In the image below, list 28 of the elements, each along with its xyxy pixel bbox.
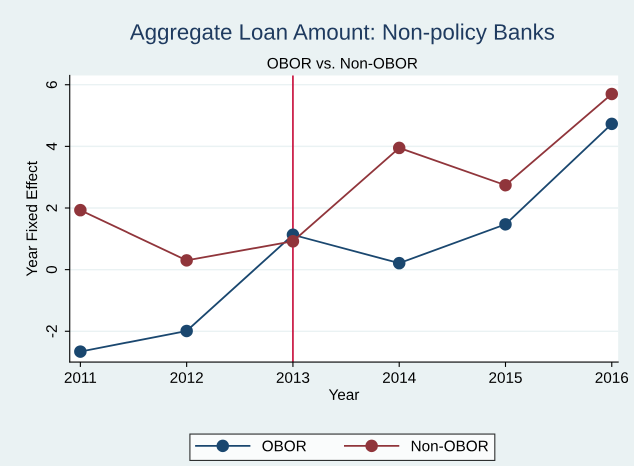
legend-label: Non-OBOR xyxy=(412,440,488,452)
point xyxy=(606,118,618,130)
point xyxy=(180,254,193,267)
y-tick-label: 6 xyxy=(46,81,57,88)
point xyxy=(392,142,406,154)
point xyxy=(606,88,618,100)
x-axis-title: Year xyxy=(328,389,360,400)
x-tick-label: 2014 xyxy=(382,372,416,384)
point xyxy=(499,218,512,231)
x-tick-label: 2012 xyxy=(170,372,203,384)
y-tick-label: 2 xyxy=(46,204,57,212)
x-tick-label: 2015 xyxy=(489,372,522,384)
y-tick-label: -2 xyxy=(46,325,57,338)
point xyxy=(499,178,512,192)
y-axis-title: Year Fixed Effect xyxy=(26,161,38,276)
y-tick-label: 4 xyxy=(46,142,57,150)
x-tick-label: 2011 xyxy=(64,372,96,384)
legend-label: OBOR xyxy=(262,440,306,452)
y-tick-label: 0 xyxy=(46,266,57,274)
point xyxy=(74,204,87,216)
point xyxy=(180,324,193,338)
x-tick-label: 2013 xyxy=(276,372,310,384)
point xyxy=(286,235,300,248)
point xyxy=(74,345,87,358)
x-tick-label: 2016 xyxy=(596,372,628,384)
chart-title: Aggregate Loan Amount: Non-policy Banks xyxy=(130,24,554,44)
chart-subtitle: OBOR vs. Non-OBOR xyxy=(268,58,418,69)
point xyxy=(392,256,406,270)
